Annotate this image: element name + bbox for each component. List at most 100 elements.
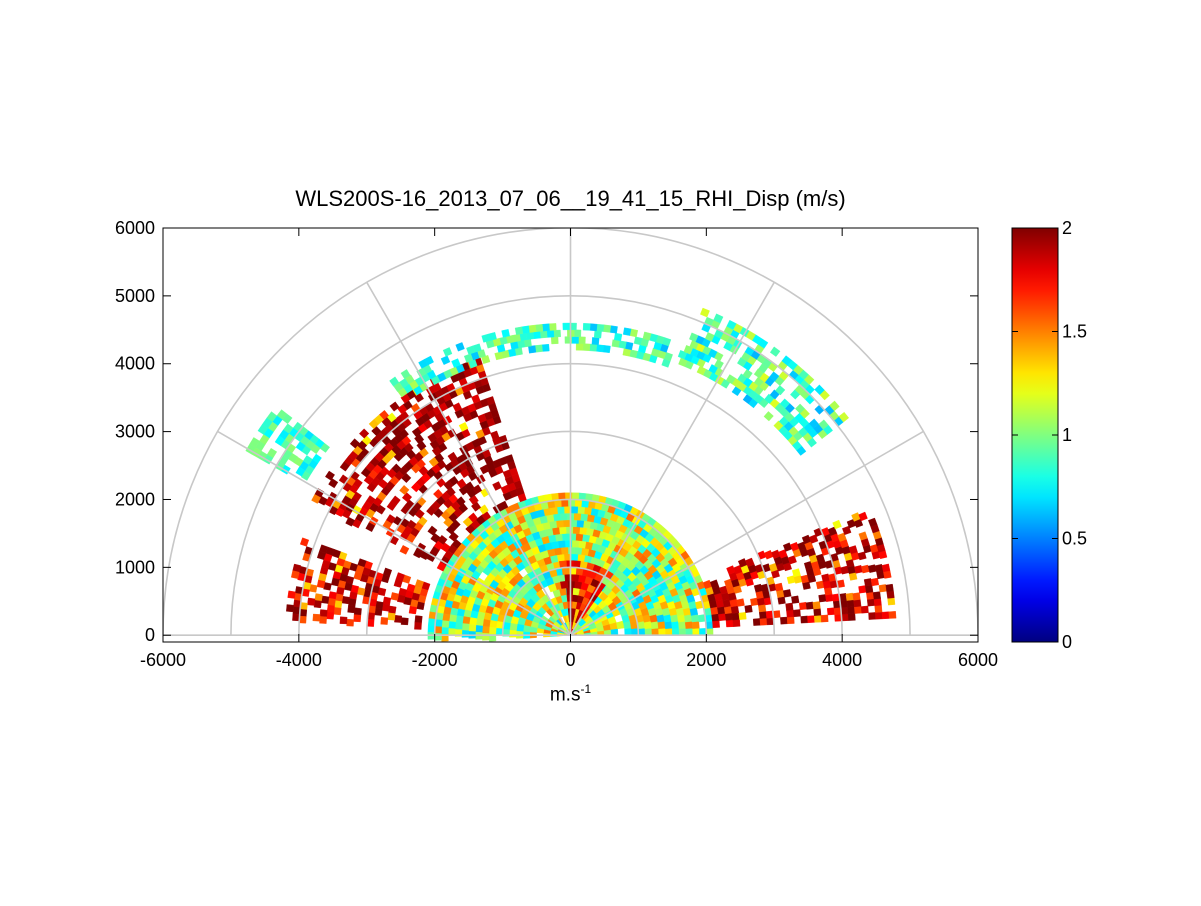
heatmap-cell: [885, 583, 894, 593]
heatmap-cell: [433, 488, 444, 500]
x-tick-label: -6000: [140, 650, 186, 670]
heatmap-cell: [702, 579, 713, 590]
heatmap-cell: [556, 506, 565, 514]
heatmap-cell: [447, 451, 458, 462]
heatmap-cell: [790, 541, 800, 552]
heatmap-cell: [468, 617, 478, 626]
heatmap-cell: [858, 585, 867, 594]
heatmap-cell: [644, 627, 653, 636]
heatmap-cell: [779, 398, 790, 409]
heatmap-cell: [381, 603, 390, 612]
heatmap-cell: [596, 323, 605, 332]
heatmap-cell: [832, 519, 842, 530]
heatmap-cell: [791, 595, 800, 604]
x-tick-label: 6000: [958, 650, 998, 670]
heatmap-cell: [781, 355, 793, 366]
heatmap-cell: [773, 420, 784, 431]
heatmap-cell: [863, 578, 873, 587]
heatmap-cell: [846, 599, 855, 608]
heatmap-cell: [782, 542, 793, 552]
heatmap-cell: [560, 499, 569, 507]
heatmap-cell: [509, 629, 517, 638]
heatmap-cell: [455, 615, 464, 624]
heatmap-cell: [602, 324, 612, 333]
polar-grid-spoke: [366, 281, 572, 636]
heatmap-cell: [812, 601, 821, 610]
heatmap-cell: [326, 611, 335, 620]
heatmap-cell: [562, 519, 571, 528]
heatmap-cell: [867, 564, 877, 573]
heatmap-cell: [394, 614, 403, 623]
heatmap-cell: [578, 336, 586, 344]
heatmap-cell: [792, 609, 801, 618]
heatmap-cell: [887, 597, 896, 606]
heatmap-cell: [339, 461, 350, 472]
heatmap-cell: [462, 616, 471, 625]
heatmap-cell: [642, 331, 652, 341]
heatmap-cell: [454, 408, 465, 419]
heatmap-cell: [671, 627, 680, 636]
x-axis-label-exponent: -1: [580, 682, 592, 696]
heatmap-cell: [418, 358, 428, 369]
x-tick-label: -4000: [276, 650, 322, 670]
heatmap-cell: [582, 520, 592, 529]
heatmap-cell: [571, 539, 580, 548]
heatmap-cell: [481, 333, 491, 343]
heatmap-cell: [448, 531, 459, 542]
heatmap-cell: [403, 596, 412, 606]
heatmap-cell: [313, 600, 322, 609]
heatmap-cell: [411, 427, 422, 438]
heatmap-cell: [851, 512, 861, 522]
heatmap-cell: [501, 329, 510, 338]
heatmap-cell: [813, 614, 822, 623]
heatmap-cell: [758, 604, 767, 613]
heatmap-cell: [571, 573, 580, 582]
heatmap-cell: [854, 605, 862, 614]
heatmap-cell: [708, 364, 719, 374]
heatmap-cell: [847, 606, 856, 615]
heatmap-cell: [445, 524, 457, 535]
heatmap-cell: [577, 553, 586, 563]
heatmap-cell: [786, 616, 795, 625]
heatmap-cell: [554, 533, 563, 542]
heatmap-cell: [257, 424, 269, 435]
heatmap-cell: [845, 592, 854, 601]
heatmap-cell: [881, 563, 891, 573]
heatmap-cell: [414, 622, 422, 630]
heatmap-cell: [532, 331, 541, 340]
heatmap-cell: [818, 594, 827, 603]
heatmap-cell: [535, 324, 544, 332]
heatmap-cell: [326, 604, 335, 613]
heatmap-cell: [758, 610, 767, 619]
colorbar-tick-label: 0: [1062, 632, 1072, 652]
heatmap-cell: [414, 615, 423, 624]
heatmap-cell: [387, 612, 396, 621]
heatmap-cell: [572, 587, 580, 596]
heatmap-cell: [514, 326, 524, 335]
heatmap-cell: [577, 506, 586, 515]
heatmap-cell: [519, 332, 528, 342]
polar-grid-circle: [163, 228, 978, 636]
heatmap-cell: [461, 630, 469, 638]
heatmap-cell: [865, 584, 874, 594]
heatmap-cell: [345, 516, 355, 527]
heatmap-cell: [738, 611, 747, 620]
heatmap-cell: [349, 438, 360, 449]
heatmap-cell: [705, 628, 714, 636]
heatmap-cell: [534, 344, 543, 353]
heatmap-cell: [780, 616, 788, 625]
y-tick-label: 5000: [115, 286, 155, 306]
heatmap-cell: [347, 605, 356, 614]
heatmap-cell: [341, 595, 350, 605]
heatmap-cell: [583, 506, 592, 515]
heatmap-cell: [709, 579, 720, 589]
heatmap-cell: [553, 329, 561, 338]
y-tick-label: 0: [145, 625, 155, 645]
heatmap-cell: [321, 595, 330, 604]
heatmap-cell: [872, 591, 881, 600]
heatmap-cell: [763, 411, 774, 422]
colorbar-tick-label: 1: [1062, 425, 1072, 445]
x-tick-label: 2000: [686, 650, 726, 670]
heatmap-cell: [550, 336, 559, 345]
heatmap-cell: [549, 506, 558, 515]
